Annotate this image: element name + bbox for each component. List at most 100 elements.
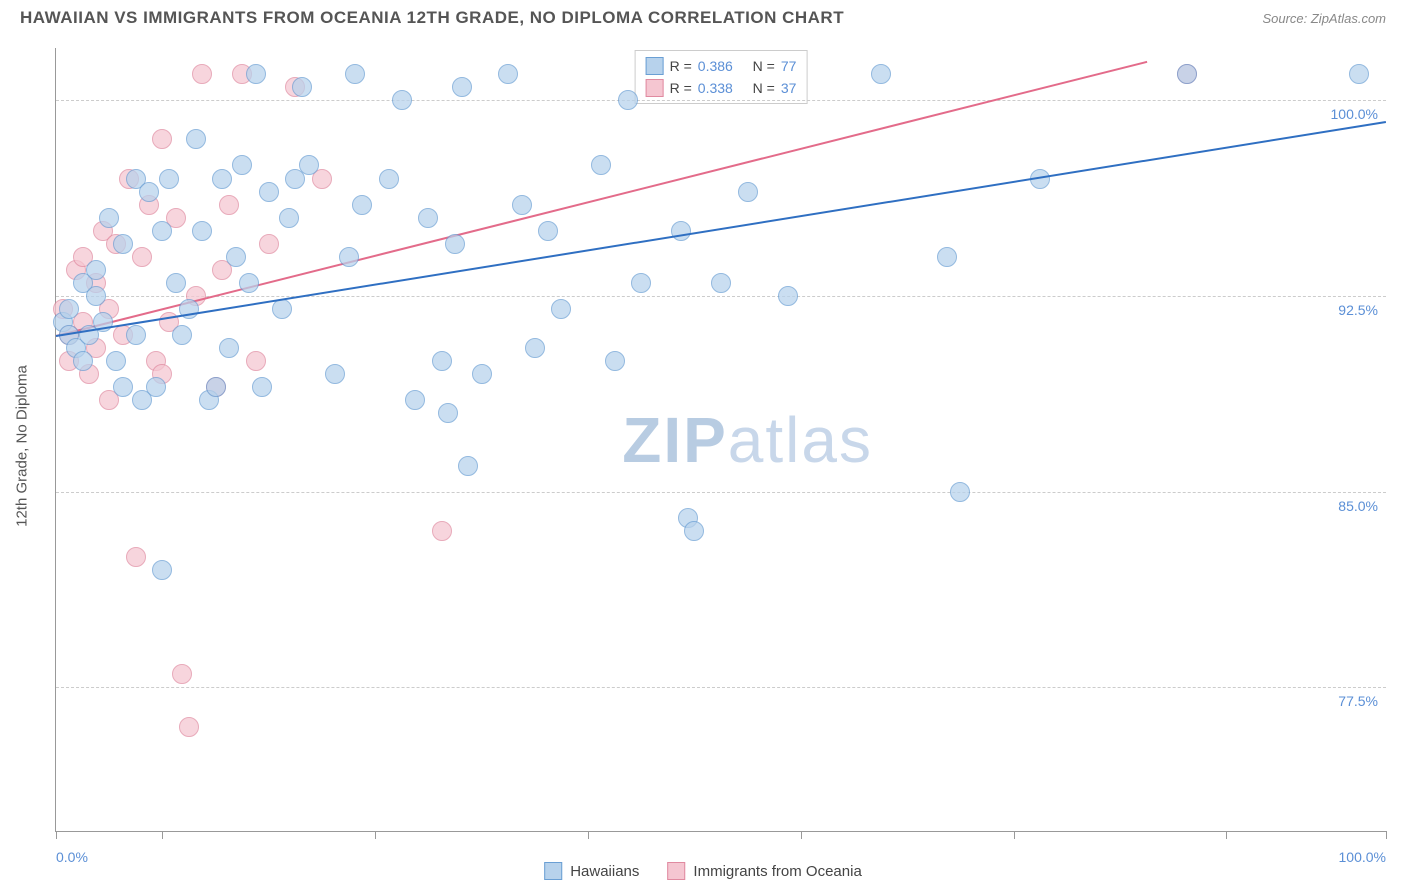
scatter-point-hawaiians: [445, 234, 465, 254]
legend-item-hawaiians: Hawaiians: [544, 862, 639, 880]
scatter-point-hawaiians: [279, 208, 299, 228]
scatter-point-hawaiians: [671, 221, 691, 241]
scatter-point-hawaiians: [299, 155, 319, 175]
watermark-bold: ZIP: [622, 404, 728, 476]
scatter-point-hawaiians: [206, 377, 226, 397]
scatter-point-hawaiians: [738, 182, 758, 202]
scatter-point-hawaiians: [172, 325, 192, 345]
watermark-light: atlas: [728, 404, 873, 476]
legend-series: Hawaiians Immigrants from Oceania: [544, 862, 862, 880]
scatter-point-hawaiians: [259, 182, 279, 202]
gridline: [56, 687, 1386, 688]
scatter-point-hawaiians: [239, 273, 259, 293]
scatter-point-hawaiians: [392, 90, 412, 110]
scatter-point-hawaiians: [618, 90, 638, 110]
scatter-point-hawaiians: [113, 234, 133, 254]
scatter-point-hawaiians: [246, 64, 266, 84]
legend-row-oceania: R = 0.338 N = 37: [646, 77, 797, 99]
legend-item-oceania: Immigrants from Oceania: [667, 862, 861, 880]
x-tick: [1386, 831, 1387, 839]
scatter-point-hawaiians: [292, 77, 312, 97]
scatter-point-hawaiians: [472, 364, 492, 384]
scatter-point-hawaiians: [937, 247, 957, 267]
scatter-point-oceania: [172, 664, 192, 684]
scatter-point-hawaiians: [432, 351, 452, 371]
legend-label-hawaiians: Hawaiians: [570, 863, 639, 880]
swatch-oceania-icon: [667, 862, 685, 880]
legend-label-oceania: Immigrants from Oceania: [693, 863, 861, 880]
legend-correlation: R = 0.386 N = 77 R = 0.338 N = 37: [635, 50, 808, 104]
scatter-point-hawaiians: [232, 155, 252, 175]
scatter-point-hawaiians: [73, 351, 93, 371]
x-tick: [588, 831, 589, 839]
scatter-point-hawaiians: [325, 364, 345, 384]
y-tick-label: 92.5%: [1338, 302, 1378, 318]
scatter-point-oceania: [246, 351, 266, 371]
scatter-point-hawaiians: [498, 64, 518, 84]
scatter-point-hawaiians: [219, 338, 239, 358]
scatter-point-hawaiians: [405, 390, 425, 410]
scatter-point-hawaiians: [159, 169, 179, 189]
scatter-point-hawaiians: [551, 299, 571, 319]
x-tick: [56, 831, 57, 839]
scatter-point-hawaiians: [778, 286, 798, 306]
x-axis-min-label: 0.0%: [56, 849, 88, 865]
scatter-point-hawaiians: [126, 325, 146, 345]
scatter-point-hawaiians: [86, 286, 106, 306]
scatter-point-hawaiians: [192, 221, 212, 241]
scatter-point-hawaiians: [59, 299, 79, 319]
chart-plot-area: ZIPatlas R = 0.386 N = 77 R = 0.338 N = …: [55, 48, 1386, 832]
y-tick-label: 77.5%: [1338, 693, 1378, 709]
scatter-point-oceania: [152, 129, 172, 149]
legend-row-hawaiians: R = 0.386 N = 77: [646, 55, 797, 77]
gridline: [56, 492, 1386, 493]
scatter-point-hawaiians: [226, 247, 246, 267]
scatter-point-hawaiians: [1349, 64, 1369, 84]
scatter-point-hawaiians: [272, 299, 292, 319]
watermark: ZIPatlas: [622, 403, 873, 477]
scatter-point-hawaiians: [438, 403, 458, 423]
swatch-oceania: [646, 79, 664, 97]
n-value-hawaiians: 77: [781, 58, 797, 74]
x-axis-max-label: 100.0%: [1339, 849, 1386, 865]
scatter-point-hawaiians: [99, 208, 119, 228]
y-tick-label: 85.0%: [1338, 498, 1378, 514]
n-label: N =: [753, 80, 775, 96]
scatter-point-hawaiians: [252, 377, 272, 397]
n-value-oceania: 37: [781, 80, 797, 96]
n-label: N =: [753, 58, 775, 74]
scatter-point-oceania: [126, 547, 146, 567]
scatter-point-hawaiians: [166, 273, 186, 293]
r-label: R =: [670, 80, 692, 96]
scatter-point-hawaiians: [452, 77, 472, 97]
scatter-point-hawaiians: [379, 169, 399, 189]
scatter-point-hawaiians: [86, 260, 106, 280]
r-label: R =: [670, 58, 692, 74]
x-tick: [801, 831, 802, 839]
scatter-point-hawaiians: [113, 377, 133, 397]
scatter-point-hawaiians: [605, 351, 625, 371]
scatter-point-hawaiians: [1177, 64, 1197, 84]
scatter-point-oceania: [432, 521, 452, 541]
x-tick: [1226, 831, 1227, 839]
scatter-point-oceania: [179, 717, 199, 737]
scatter-point-hawaiians: [631, 273, 651, 293]
scatter-point-hawaiians: [352, 195, 372, 215]
scatter-point-oceania: [219, 195, 239, 215]
gridline: [56, 100, 1386, 101]
scatter-point-hawaiians: [139, 182, 159, 202]
x-tick: [375, 831, 376, 839]
scatter-point-hawaiians: [871, 64, 891, 84]
scatter-point-hawaiians: [591, 155, 611, 175]
source-text: Source: ZipAtlas.com: [1262, 11, 1386, 26]
scatter-point-oceania: [259, 234, 279, 254]
scatter-point-hawaiians: [186, 129, 206, 149]
trend-line-hawaiians: [56, 121, 1386, 337]
scatter-point-hawaiians: [711, 273, 731, 293]
scatter-point-oceania: [132, 247, 152, 267]
scatter-point-hawaiians: [950, 482, 970, 502]
swatch-hawaiians: [646, 57, 664, 75]
scatter-point-hawaiians: [538, 221, 558, 241]
scatter-point-hawaiians: [152, 221, 172, 241]
scatter-point-oceania: [192, 64, 212, 84]
